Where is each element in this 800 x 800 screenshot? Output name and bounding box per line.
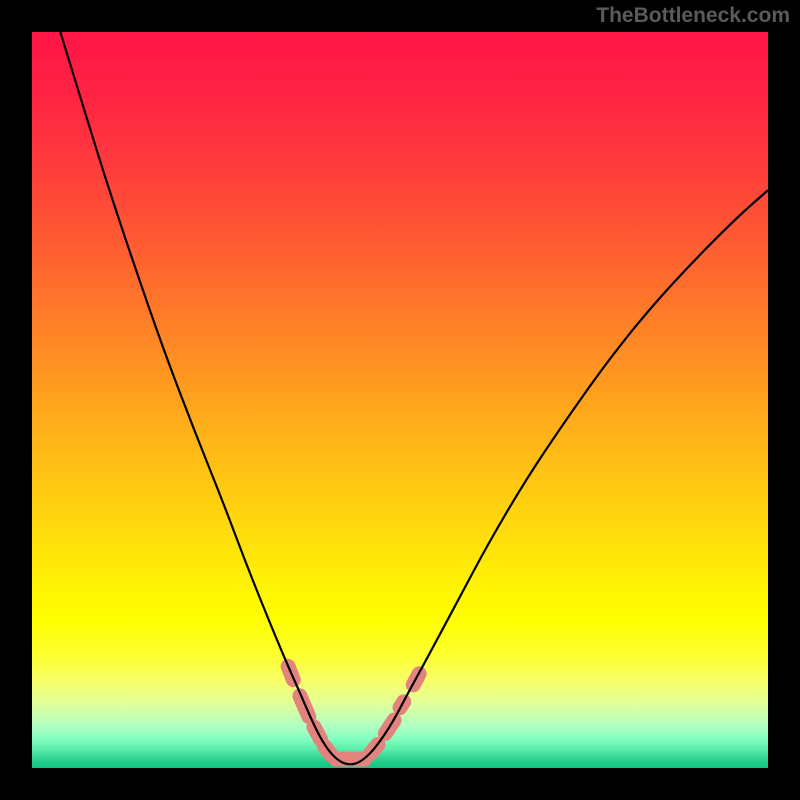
curve-marker (300, 696, 309, 717)
chart-svg (0, 0, 800, 800)
chart-stage: TheBottleneck.com (0, 0, 800, 800)
plot-background (32, 32, 768, 768)
watermark-text: TheBottleneck.com (596, 4, 790, 28)
